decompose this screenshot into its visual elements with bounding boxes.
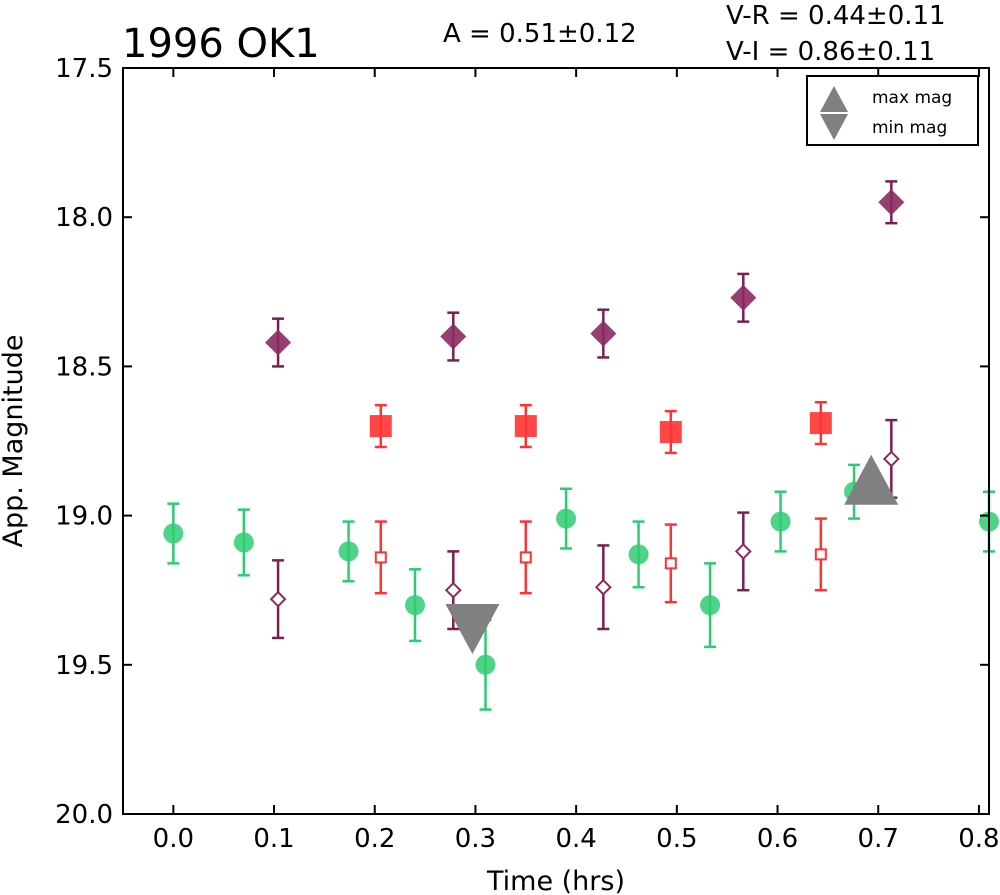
legend-max-mag-label: max mag	[872, 88, 952, 108]
x-tick-label-1: 0.1	[253, 824, 294, 854]
legend-min-mag-marker	[820, 114, 848, 140]
data-point-square-open-0	[374, 551, 387, 564]
error-bars	[167, 180, 995, 711]
extrema-markers	[445, 454, 899, 654]
x-tick-label-4: 0.4	[555, 824, 596, 854]
x-tick-label-2: 0.2	[354, 824, 395, 854]
data-point-circle-filled-2	[338, 541, 359, 562]
data-point-diamond-filled-3	[730, 284, 757, 311]
y-axis-ticks: 17.5 18.0 18.5 19.0 19.5 20.0	[55, 54, 989, 830]
data-point-circle-filled-4	[475, 654, 496, 675]
data-point-circle-filled-1	[233, 532, 254, 553]
data-point-diamond-filled-1	[440, 323, 467, 350]
y-axis-label: App. Magnitude	[0, 335, 29, 548]
data-point-circle-filled-6	[628, 544, 649, 565]
data-point-diamond-open-4	[882, 450, 900, 468]
data-point-circle-filled-7	[700, 595, 721, 616]
min-mag-marker	[445, 603, 500, 654]
plot-frame	[122, 67, 990, 815]
data-point-circle-filled-3	[405, 595, 426, 616]
x-tick-label-7: 0.7	[858, 824, 899, 854]
data-point-square-filled-3	[809, 412, 832, 435]
data-point-diamond-open-1	[444, 581, 462, 599]
data-point-circle-filled-5	[556, 508, 577, 529]
x-axis-label: Time (hrs)	[486, 866, 625, 895]
y-tick-label-5: 20.0	[55, 800, 113, 830]
y-tick-label-4: 19.5	[55, 651, 113, 681]
data-point-diamond-open-0	[269, 590, 287, 608]
data-point-square-open-1	[519, 551, 532, 564]
data-point-diamond-open-3	[734, 542, 752, 560]
data-point-square-open-2	[664, 557, 677, 570]
x-tick-label-6: 0.6	[757, 824, 798, 854]
legend-min-mag-label: min mag	[872, 118, 947, 138]
chart-title: 1996 OK1	[122, 21, 320, 67]
x-tick-label-8: 0.8	[958, 824, 999, 854]
x-tick-label-3: 0.3	[455, 824, 496, 854]
data-point-square-filled-2	[659, 421, 682, 444]
data-markers	[163, 189, 999, 675]
v-i-annotation: V-I = 0.86±0.11	[726, 37, 935, 67]
data-point-circle-filled-8	[770, 511, 791, 532]
data-point-square-open-3	[814, 548, 827, 561]
x-tick-label-0: 0.0	[153, 824, 194, 854]
data-point-diamond-open-2	[594, 578, 612, 596]
legend-max-mag-marker	[820, 86, 848, 112]
y-tick-label-1: 18.0	[55, 203, 113, 233]
y-tick-label-3: 19.0	[55, 502, 113, 532]
data-point-diamond-filled-0	[265, 329, 292, 356]
legend: max mag min mag	[806, 75, 979, 146]
data-point-circle-filled-0	[163, 523, 184, 544]
data-point-diamond-filled-4	[878, 189, 905, 216]
v-r-annotation: V-R = 0.44±0.11	[726, 1, 946, 31]
y-tick-label-2: 18.5	[55, 352, 113, 382]
x-tick-label-5: 0.5	[656, 824, 697, 854]
x-axis-ticks: 0.0 0.1 0.2 0.3 0.4 0.5 0.6 0.7 0.8	[153, 68, 1000, 854]
data-point-square-filled-1	[514, 415, 537, 438]
y-tick-label-0: 17.5	[55, 54, 113, 84]
data-point-diamond-filled-2	[590, 320, 617, 347]
amplitude-annotation: A = 0.51±0.12	[443, 19, 637, 49]
max-mag-marker	[844, 454, 899, 505]
data-point-square-filled-0	[369, 415, 392, 438]
